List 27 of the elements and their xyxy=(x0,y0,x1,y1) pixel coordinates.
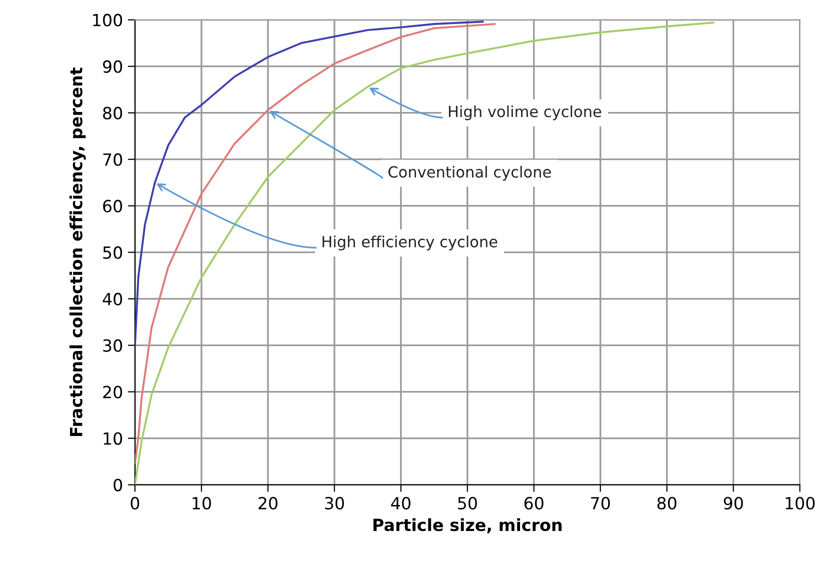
x-tick-label: 60 xyxy=(524,496,544,510)
annotation: High efficiency cyclone xyxy=(322,236,498,250)
y-tick-label: 90 xyxy=(103,60,122,73)
y-tick-label: 60 xyxy=(103,200,122,212)
y-tick-label: 0 xyxy=(114,478,122,492)
y-tick-label: 80 xyxy=(103,106,122,120)
x-tick-label: 20 xyxy=(258,496,278,510)
y-tick-label: 20 xyxy=(103,386,122,398)
x-tick-label: 80 xyxy=(657,496,676,510)
x-tick-label: 0 xyxy=(130,496,140,510)
annotation: Conventional cyclone xyxy=(388,166,551,181)
x-tick-label: 50 xyxy=(458,496,477,510)
x-tick-label: 70 xyxy=(591,496,610,510)
y-axis-title: Fractional collection efficiency, percent xyxy=(70,67,86,436)
x-tick-label: 100 xyxy=(786,496,815,510)
y-tick-label: 50 xyxy=(103,246,122,259)
y-tick-label: 100 xyxy=(93,14,122,26)
x-tick-label: 10 xyxy=(192,496,211,510)
x-tick-label: 40 xyxy=(391,496,410,510)
annotation: High volime cyclone xyxy=(448,105,602,120)
y-tick-label: 70 xyxy=(103,153,122,166)
x-tick-label: 30 xyxy=(325,496,344,510)
y-tick-label: 30 xyxy=(103,339,122,352)
x-axis-title: Particle size, micron xyxy=(373,518,562,534)
y-tick-label: 40 xyxy=(102,292,122,306)
y-tick-label: 10 xyxy=(104,432,122,445)
x-tick-label: 90 xyxy=(724,496,743,510)
